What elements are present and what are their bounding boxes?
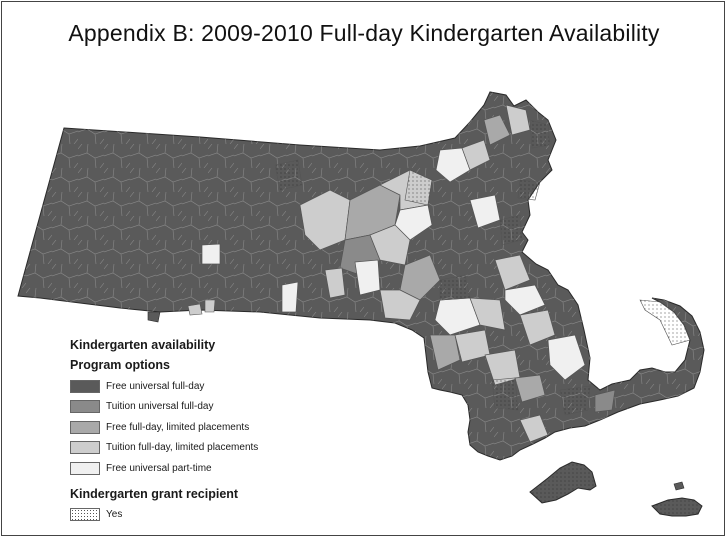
legend-item-free-full-day-limited: Free full-day, limited placements xyxy=(70,417,350,438)
legend-swatch xyxy=(70,420,100,434)
legend-label: Free full-day, limited placements xyxy=(106,421,250,433)
legend-label: Tuition universal full-day xyxy=(106,401,214,413)
legend-label: Yes xyxy=(106,509,123,521)
legend-swatch xyxy=(70,441,100,455)
legend-item-free-universal-full-day: Free universal full-day xyxy=(70,376,350,397)
legend-swatch-dotted xyxy=(70,508,100,522)
legend-label: Tuition full-day, limited placements xyxy=(106,442,259,454)
legend-label: Free universal full-day xyxy=(106,380,205,392)
legend-label: Free universal part-time xyxy=(106,462,212,474)
legend-swatch xyxy=(70,400,100,414)
map-title: Appendix B: 2009-2010 Full-day Kindergar… xyxy=(68,20,660,46)
legend-item-tuition-full-day-limited: Tuition full-day, limited placements xyxy=(70,438,350,459)
town-patches xyxy=(201,104,616,443)
legend-item-grant-yes: Yes xyxy=(70,505,350,526)
grant-recipient-patches xyxy=(274,119,691,416)
map-legend: Kindergarten availability Program option… xyxy=(70,338,350,525)
program-options-heading: Program options xyxy=(70,358,171,372)
legend-item-free-universal-part-time: Free universal part-time xyxy=(70,458,350,479)
legend-swatch xyxy=(70,379,100,393)
legend-swatch xyxy=(70,461,100,475)
legend-item-tuition-universal-full-day: Tuition universal full-day xyxy=(70,397,350,418)
legend-heading: Kindergarten availability xyxy=(70,338,216,352)
grant-recipient-heading: Kindergarten grant recipient xyxy=(70,486,239,501)
